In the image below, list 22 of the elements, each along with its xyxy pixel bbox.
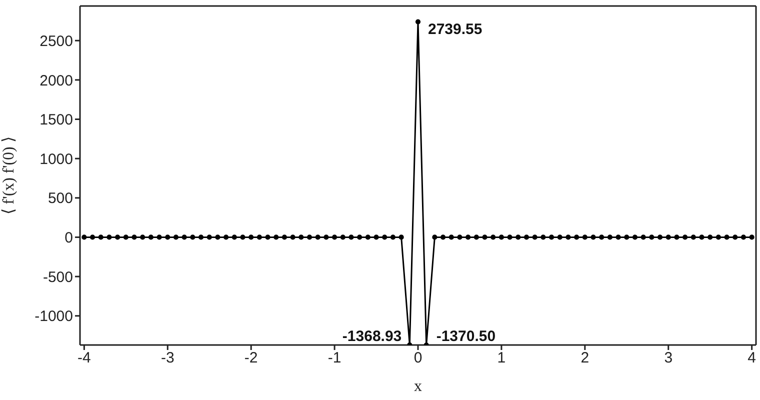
data-label: -1368.93 <box>342 328 402 345</box>
x-tick-label: 0 <box>414 350 422 367</box>
data-label: 2739.55 <box>428 20 482 38</box>
y-tick-label: 2500 <box>40 32 73 50</box>
y-axis-title: ⟨ f'(x) f'(0) ⟩ <box>0 136 18 214</box>
x-tick-label: -1 <box>328 350 342 367</box>
x-tick-label: 1 <box>497 350 506 367</box>
y-tick-label: 2000 <box>40 72 73 90</box>
y-tick-label: -1000 <box>34 308 73 326</box>
x-tick-label: 2 <box>580 350 590 367</box>
x-tick-label: -4 <box>78 350 91 367</box>
y-tick-label: 0 <box>64 230 73 247</box>
y-tick-label: 500 <box>48 190 73 208</box>
x-tick-label: -3 <box>160 350 174 367</box>
x-tick-label: 3 <box>664 350 673 367</box>
y-tick-label: 1000 <box>40 150 73 168</box>
x-tick-label: 4 <box>748 350 756 367</box>
data-label: -1370.50 <box>436 328 496 345</box>
x-tick-label: -2 <box>244 350 258 367</box>
y-tick-label: -500 <box>42 268 73 286</box>
y-tick-label: 1500 <box>40 112 73 129</box>
x-axis-title: x <box>414 378 422 395</box>
